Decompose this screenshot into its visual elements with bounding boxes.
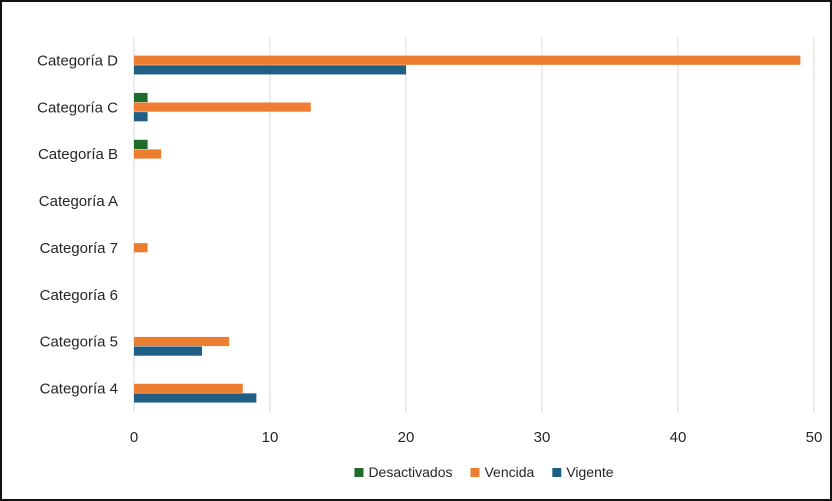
bar-vigente-categoria-c [134,112,148,122]
bar-vigente-categoria-d [134,65,406,75]
x-tick-label-30: 30 [534,429,551,446]
x-tick-label-20: 20 [398,429,415,446]
bar-vencida-categoria-b [134,149,162,159]
category-label-categoria-c: Categoría C [37,99,118,116]
category-label-categoria-6: Categoría 6 [40,287,118,304]
category-label-categoria-4: Categoría 4 [40,381,118,398]
category-label-categoria-d: Categoría D [37,52,118,69]
x-tick-label-10: 10 [262,429,279,446]
legend-swatch-vencida [470,468,480,477]
x-tick-label-0: 0 [130,429,138,446]
x-tick-label-50: 50 [806,429,823,446]
x-tick-label-40: 40 [670,429,687,446]
bar-desactivados-categoria-c [134,92,148,103]
legend-item-vencida: Vencida [470,464,535,480]
bar-vigente-categoria-4 [134,393,257,403]
legend-swatch-vigente [552,468,562,477]
legend-item-desactivados: Desactivados [354,464,452,480]
bar-vencida-categoria-d [134,55,801,65]
category-label-categoria-a: Categoría A [39,193,118,210]
bar-vencida-categoria-5 [134,336,230,347]
bar-vencida-categoria-4 [134,383,243,393]
legend: Desactivados Vencida Vigente [354,464,614,480]
legend-swatch-desactivados [354,468,364,477]
legend-item-vigente: Vigente [552,464,614,480]
legend-label-vencida: Vencida [484,464,534,480]
bar-vencida-categoria-c [134,102,311,112]
bar-vigente-categoria-5 [134,346,202,356]
category-label-categoria-5: Categoría 5 [40,334,118,351]
category-label-categoria-b: Categoría B [38,146,118,163]
bar-vencida-categoria-7 [134,243,148,253]
category-label-categoria-7: Categoría 7 [40,240,118,257]
bar-desactivados-categoria-b [134,139,148,149]
bar-layer [134,55,801,403]
legend-label-vigente: Vigente [566,464,613,480]
grid-layer [133,37,815,412]
legend-label-desactivados: Desactivados [368,464,452,480]
axis-layer: 0 10 20 30 40 50 Categoría D Categoría C Categor… [37,52,822,446]
